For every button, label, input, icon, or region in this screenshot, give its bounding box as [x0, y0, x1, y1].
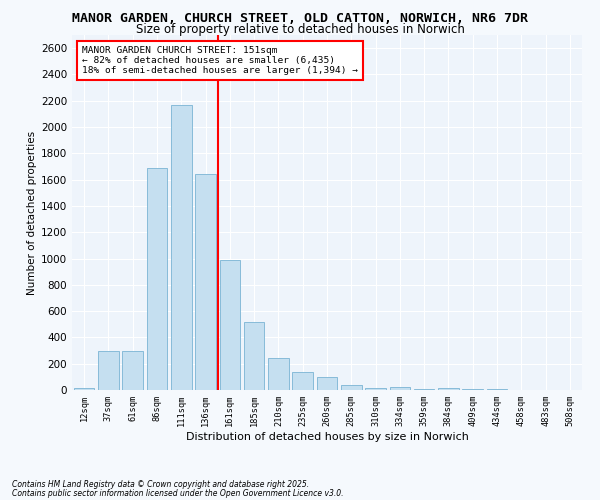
Bar: [98, 350, 119, 390]
Text: Contains public sector information licensed under the Open Government Licence v3: Contains public sector information licen…: [12, 489, 343, 498]
Bar: [74, 388, 94, 390]
Text: Size of property relative to detached houses in Norwich: Size of property relative to detached ho…: [136, 22, 464, 36]
Bar: [389, 386, 410, 390]
Bar: [438, 388, 459, 390]
Text: MANOR GARDEN, CHURCH STREET, OLD CATTON, NORWICH, NR6 7DR: MANOR GARDEN, CHURCH STREET, OLD CATTON,…: [72, 12, 528, 26]
Bar: [146, 168, 167, 390]
Bar: [122, 350, 143, 390]
Text: MANOR GARDEN CHURCH STREET: 151sqm
← 82% of detached houses are smaller (6,435)
: MANOR GARDEN CHURCH STREET: 151sqm ← 82%…: [82, 46, 358, 76]
Bar: [244, 322, 265, 390]
Bar: [365, 388, 386, 390]
Bar: [341, 384, 362, 390]
Bar: [171, 104, 191, 390]
Text: Contains HM Land Registry data © Crown copyright and database right 2025.: Contains HM Land Registry data © Crown c…: [12, 480, 309, 489]
X-axis label: Distribution of detached houses by size in Norwich: Distribution of detached houses by size …: [185, 432, 469, 442]
Bar: [268, 358, 289, 390]
Bar: [195, 174, 216, 390]
Bar: [317, 377, 337, 390]
Bar: [292, 372, 313, 390]
Bar: [220, 260, 240, 390]
Y-axis label: Number of detached properties: Number of detached properties: [27, 130, 37, 294]
